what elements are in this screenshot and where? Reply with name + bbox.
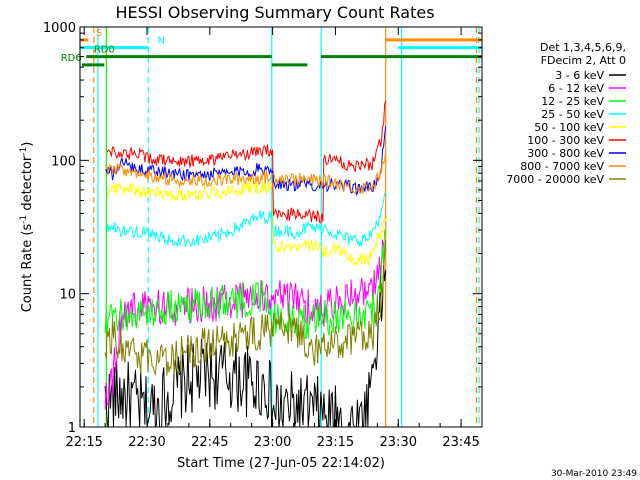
flag-label-rd6: RD6 [61, 53, 82, 64]
legend: Det 1,3,4,5,6,9, FDecim 2, Att 0 3 - 6 k… [506, 41, 626, 186]
legend-label-8: 7000 - 20000 keV [506, 173, 604, 186]
flag-label-rd0: RD0 [94, 45, 115, 56]
x-tick-label: 23:00 [254, 435, 291, 450]
y-tick-label: 1000 [43, 21, 76, 36]
x-tick-label: 23:30 [380, 435, 417, 450]
legend-label-7: 800 - 7000 keV [520, 160, 604, 173]
x-tick-label: 23:45 [442, 435, 479, 450]
series-line-7 [104, 149, 387, 194]
y-axis: 1 10 100 1000 [43, 21, 482, 436]
legend-header-line-2: FDecim 2, Att 0 [541, 54, 626, 67]
legend-label-1: 6 - 12 keV [548, 82, 604, 95]
chart-title: HESSI Observing Summary Count Rates [115, 3, 434, 22]
series-line-0 [104, 264, 387, 428]
series-lines [104, 100, 387, 428]
legend-label-3: 25 - 50 keV [541, 108, 604, 121]
series-line-5 [106, 100, 387, 224]
flag-label-s: S [96, 28, 102, 39]
y-tick-label: 1 [68, 421, 76, 436]
x-axis-label: Start Time (27-Jun-05 22:14:02) [177, 456, 385, 471]
x-axis: 22:15 22:30 22:45 23:00 23:15 23:30 23:45 [65, 27, 483, 450]
legend-label-5: 100 - 300 keV [527, 134, 604, 147]
x-tick-label: 23:15 [317, 435, 354, 450]
legend-label-6: 300 - 800 keV [527, 147, 604, 160]
x-tick-label: 22:45 [191, 435, 228, 450]
series-line-3 [106, 192, 387, 248]
x-tick-label: 22:30 [128, 435, 165, 450]
y-tick-label: 100 [51, 154, 76, 169]
footer-timestamp: 30-Mar-2010 23:49 [551, 469, 637, 479]
plot-frame [79, 26, 483, 428]
legend-label-4: 50 - 100 keV [534, 121, 604, 134]
legend-label-2: 12 - 25 keV [541, 95, 604, 108]
flag-label-n: N [157, 36, 164, 47]
y-axis-label: Count Rate (s-1 detector-1) [19, 142, 35, 313]
series-line-4 [106, 179, 387, 267]
series-line-8 [104, 240, 387, 377]
legend-header-line-1: Det 1,3,4,5,6,9, [540, 41, 626, 54]
legend-label-0: 3 - 6 keV [555, 69, 604, 82]
x-tick-label: 22:15 [65, 435, 102, 450]
y-tick-label: 10 [59, 288, 76, 303]
flag-tracks: S N RD0 RD6 [61, 28, 482, 67]
series-line-2 [104, 229, 386, 340]
